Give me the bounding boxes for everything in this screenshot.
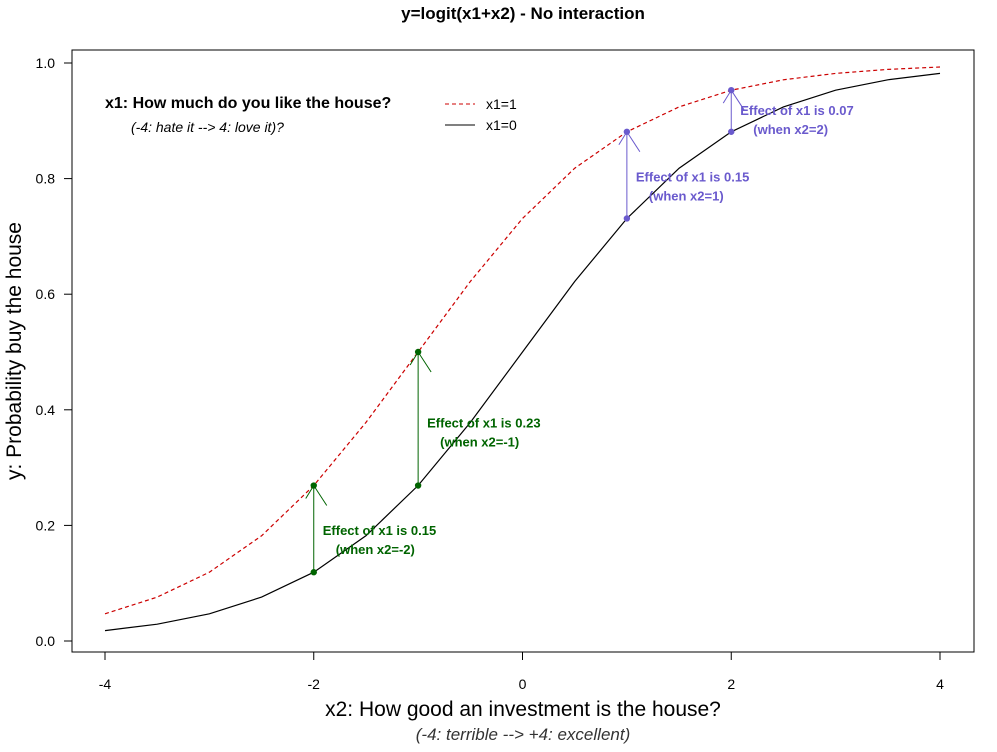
effect-annotation-x2-1: Effect of x1 is 0.23 (when x2=-1) <box>409 348 541 489</box>
effect-arrow-head <box>409 351 432 373</box>
x-tick-label: 0 <box>519 676 527 692</box>
x-axis-label: x2: How good an investment is the house? <box>325 698 721 721</box>
annotation-layer: Effect of x1 is 0.15(when x2=-2)Effect o… <box>305 86 854 576</box>
effect-annotation-x2-1: Effect of x1 is 0.15 (when x2=1) <box>618 128 749 222</box>
effect-point-low <box>414 482 422 489</box>
y-tick-label: 0.4 <box>36 402 56 418</box>
series-line-x1-0 <box>104 72 941 632</box>
legend: x1: How much do you like the house? (-4:… <box>105 95 517 135</box>
x-tick-label: 4 <box>936 676 944 692</box>
y-tick-label: 1.0 <box>36 55 56 71</box>
effect-condition-label: (when x2=2) <box>753 122 828 137</box>
x-tick-label: -2 <box>308 676 321 692</box>
effect-label: Effect of x1 is 0.15 <box>636 169 749 184</box>
legend-subtitle: (-4: hate it --> 4: love it)? <box>131 119 284 135</box>
legend-title: x1: How much do you like the house? <box>105 95 391 112</box>
effect-condition-label: (when x2=1) <box>649 188 724 203</box>
x-tick-label: 2 <box>727 676 735 692</box>
y-tick-label: 0.0 <box>36 633 56 649</box>
x-axis: -4 -2 0 2 4 <box>99 651 944 692</box>
effect-point-high <box>623 128 631 135</box>
effect-point-low <box>310 569 317 576</box>
effect-point-high <box>414 348 422 356</box>
effect-annotation-x2-2: Effect of x1 is 0.15 (when x2=-2) <box>305 482 436 576</box>
effect-condition-label: (when x2=-1) <box>440 434 519 449</box>
legend-entry-x1-1: x1=1 <box>486 96 517 112</box>
y-tick-label: 0.2 <box>36 517 56 533</box>
effect-point-high <box>728 86 735 94</box>
x-tick-label: -4 <box>99 676 112 692</box>
y-tick-label: 0.8 <box>36 171 56 187</box>
effect-label: Effect of x1 is 0.15 <box>323 523 436 538</box>
effect-point-low <box>623 215 631 222</box>
y-axis-label: y: Probability buy the house <box>3 222 26 480</box>
effect-arrow-head <box>618 130 641 153</box>
effect-annotation-x2-2: Effect of x1 is 0.07 (when x2=2) <box>722 86 854 137</box>
effect-condition-label: (when x2=-2) <box>336 542 415 557</box>
series-line-x1-1 <box>104 66 941 615</box>
effect-point-high <box>310 482 317 489</box>
effect-label: Effect of x1 is 0.07 <box>740 103 853 118</box>
effect-arrow-head <box>305 484 328 506</box>
y-tick-label: 0.6 <box>36 286 56 302</box>
chart-title: y=logit(x1+x2) - No interaction <box>401 4 645 23</box>
x-axis-sublabel: (-4: terrible --> +4: excellent) <box>416 725 630 744</box>
series-layer <box>104 66 941 632</box>
effect-point-low <box>728 128 735 135</box>
legend-entry-x1-0: x1=0 <box>486 117 517 133</box>
effect-label: Effect of x1 is 0.23 <box>427 415 540 430</box>
y-axis: 0.0 0.2 0.4 0.6 0.8 1.0 <box>36 55 73 649</box>
